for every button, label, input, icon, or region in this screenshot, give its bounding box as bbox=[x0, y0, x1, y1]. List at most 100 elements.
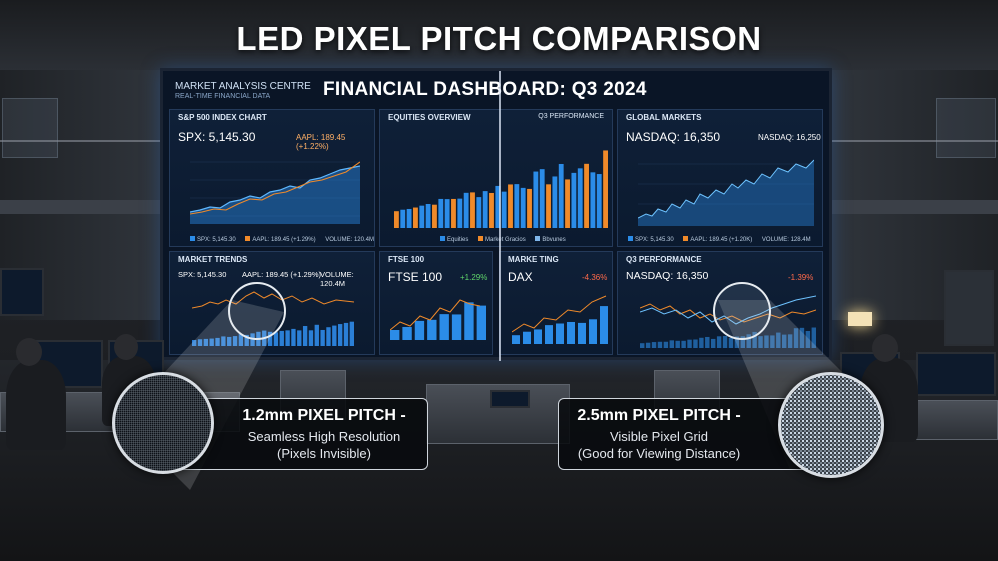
sp500-footer: SPX: 5,145.30 AAPL: 189.45 (+1.29%) VOLU… bbox=[190, 236, 374, 243]
q3bars-bar bbox=[681, 340, 686, 348]
q3bars-bar bbox=[770, 335, 775, 348]
q3bars-bar bbox=[699, 337, 704, 348]
eqbars-bar bbox=[482, 191, 488, 228]
dxbars-bar bbox=[578, 322, 586, 344]
equities-bar-chart bbox=[394, 150, 608, 228]
global-panel: GLOBAL MARKETS NASDAQ: 16,350 NASDAQ: 16… bbox=[617, 109, 823, 247]
q3bars-bar bbox=[651, 342, 657, 348]
trbars-bar bbox=[215, 337, 220, 346]
global-right: NASDAQ: 16,250 bbox=[758, 133, 821, 142]
q3bars-bar bbox=[805, 330, 811, 348]
sp500-footer-volume: VOLUME: 120.4M bbox=[325, 237, 374, 243]
global-right-text: NASDAQ: 16,250 bbox=[758, 133, 821, 142]
global-footer-spx: SPX: 5,145.30 bbox=[635, 237, 674, 243]
ftbars-bar bbox=[476, 305, 486, 340]
eqbars-bar bbox=[495, 185, 501, 228]
trbars-bar bbox=[320, 329, 325, 346]
q3bars-bar bbox=[764, 335, 769, 348]
wall-centre-name: MARKET ANALYSIS CENTRE bbox=[175, 81, 311, 92]
dax-line bbox=[512, 295, 607, 333]
trbars-bar bbox=[314, 324, 319, 346]
trbars-bar bbox=[343, 322, 349, 346]
eqbars-bar bbox=[400, 209, 406, 228]
q3bars-bar bbox=[716, 336, 722, 348]
operator-right-head bbox=[872, 334, 898, 362]
eqbars-bar bbox=[476, 197, 482, 228]
left-callout-line1: Seamless High Resolution bbox=[247, 429, 401, 444]
trbars-bar bbox=[337, 324, 343, 346]
eqbars-bar bbox=[533, 171, 539, 228]
coarse-pixel-magnifier bbox=[778, 372, 884, 478]
q3bars-bar bbox=[728, 337, 734, 348]
global-footer: SPX: 5,145.30 AAPL: 189.45 (+1.20K) VOLU… bbox=[628, 236, 819, 243]
eqbars-bar bbox=[406, 208, 412, 228]
sp500-title: S&P 500 INDEX CHART bbox=[178, 113, 267, 122]
eqbars-bar bbox=[527, 188, 532, 228]
dax-chart bbox=[512, 295, 608, 344]
trbars-bar bbox=[279, 330, 284, 346]
q3bars-bar bbox=[782, 334, 787, 348]
legend-market: Market Gracios bbox=[485, 237, 526, 243]
trbars-bar bbox=[238, 334, 244, 346]
trbars-bar bbox=[308, 330, 314, 346]
q3-change: -1.39% bbox=[788, 273, 814, 282]
q3bars-bar bbox=[793, 328, 799, 348]
q3bars-bar bbox=[746, 334, 751, 348]
equities-title-right: Q3 PERFORMANCE bbox=[538, 113, 604, 120]
operator-left-2-head bbox=[114, 334, 138, 360]
right-callout-line2: (Good for Viewing Distance) bbox=[577, 446, 741, 461]
equities-panel: EQUITIES OVERVIEW Q3 PERFORMANCE Equitie… bbox=[379, 109, 613, 247]
ftbars-bar bbox=[427, 319, 437, 340]
eqbars-bar bbox=[419, 205, 425, 228]
trbars-bar bbox=[203, 338, 209, 346]
ftbars-bar bbox=[439, 314, 449, 340]
left-balcony bbox=[0, 200, 165, 214]
dxbars-bar bbox=[512, 335, 520, 344]
ftbars-bar bbox=[402, 326, 412, 340]
q3bars-bar bbox=[669, 340, 674, 348]
q3bars-bar bbox=[663, 341, 669, 348]
q3bars-bar bbox=[811, 327, 816, 348]
equities-legend: Equities Market Gracios Bbvunes bbox=[440, 236, 574, 243]
right-balcony bbox=[828, 200, 998, 214]
global-title: GLOBAL MARKETS bbox=[626, 113, 702, 122]
sp500-footer-aapl: AAPL: 189.45 (+1.29%) bbox=[252, 237, 316, 243]
ftse-title: FTSE 100 bbox=[388, 255, 425, 264]
sp500-footer-spx: SPX: 5,145.30 bbox=[197, 237, 236, 243]
trbars-bar bbox=[221, 336, 226, 346]
legend-equities: Equities bbox=[447, 237, 469, 243]
dxbars-bar bbox=[589, 319, 597, 344]
wall-subtitle: REAL-TIME FINANCIAL DATA bbox=[175, 93, 271, 100]
left-callout-box: 1.2mm PIXEL PITCH - Seamless High Resolu… bbox=[170, 398, 428, 470]
left-callout-line2: (Pixels Invisible) bbox=[277, 446, 371, 461]
eqbars-bar bbox=[514, 184, 520, 228]
ftse-chart bbox=[390, 299, 486, 340]
global-footer-volume: VOLUME: 128.4M bbox=[761, 237, 811, 243]
q3bars-bar bbox=[787, 334, 793, 348]
eqbars-bar bbox=[584, 163, 589, 228]
operator-left-1-head bbox=[16, 338, 42, 366]
trbars-bar bbox=[326, 327, 331, 346]
dax-change: -4.36% bbox=[582, 273, 608, 282]
equities-title: EQUITIES OVERVIEW bbox=[388, 113, 471, 122]
q3bars-bar bbox=[675, 340, 680, 348]
right-zoom-ring bbox=[713, 282, 771, 340]
sp500-panel: S&P 500 INDEX CHART SPX: 5,145.30 AAPL: … bbox=[169, 109, 375, 247]
eqbars-bar bbox=[451, 198, 456, 228]
eqbars-bar bbox=[432, 204, 437, 228]
legend-volumes: Bbvunes bbox=[542, 237, 566, 243]
dxbars-bar bbox=[600, 306, 608, 344]
dxbars-bar bbox=[545, 325, 553, 344]
dax-value: DAX bbox=[508, 270, 533, 284]
eqbars-bar bbox=[558, 163, 564, 228]
q3bars-bar bbox=[722, 335, 728, 348]
page-title: LED PIXEL PITCH COMPARISON bbox=[236, 20, 762, 57]
q3bars-bar bbox=[640, 343, 645, 348]
sp500-value: SPX: 5,145.30 bbox=[178, 130, 256, 144]
dax-title: MARKE TING bbox=[508, 255, 559, 264]
trbars-bar bbox=[267, 331, 273, 346]
right-desk-monitor-2 bbox=[916, 352, 996, 396]
eqbars-bar bbox=[425, 203, 431, 228]
trbars-bar bbox=[291, 328, 296, 346]
